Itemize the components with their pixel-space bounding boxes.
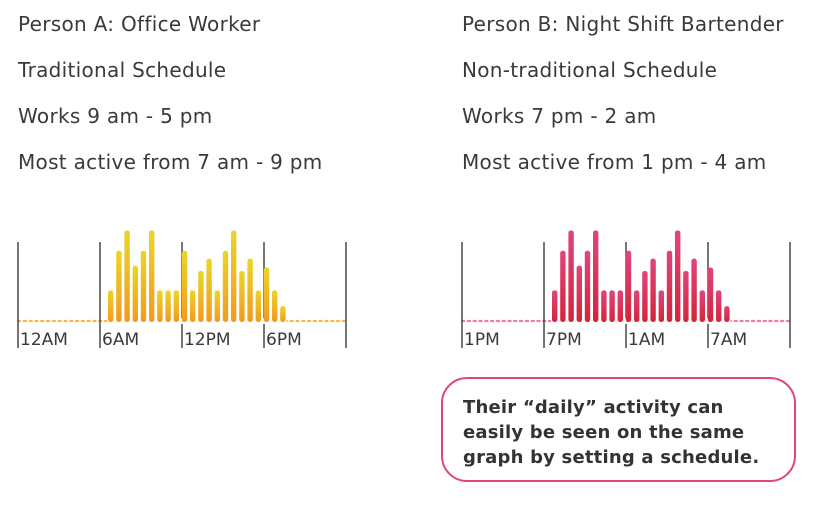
person-a-active-hours: Most active from 7 am - 9 pm [18, 150, 323, 174]
activity-bar [650, 258, 656, 322]
activity-bar [716, 290, 722, 322]
activity-bar [214, 290, 220, 322]
activity-bar [263, 267, 270, 322]
activity-bar [181, 250, 188, 322]
activity-bar [149, 230, 155, 322]
activity-bar [658, 290, 664, 322]
activity-bar [157, 290, 163, 322]
activity-bar [724, 306, 730, 322]
activity-bar [642, 270, 648, 322]
tick-label: 1PM [464, 330, 500, 350]
person-a-title: Person A: Office Worker [18, 12, 261, 36]
activity-bar [617, 290, 623, 322]
callout-line-2: easily be seen on the same [463, 422, 745, 443]
activity-bar [609, 290, 615, 322]
activity-bar [584, 250, 591, 322]
activity-bar [190, 290, 196, 322]
callout-line-3: graph by setting a schedule. [463, 447, 760, 468]
activity-bar [140, 250, 147, 322]
tick-label: 7AM [710, 330, 747, 350]
person-b-schedule: Non-traditional Schedule [462, 58, 718, 82]
activity-bar [560, 250, 566, 322]
callout-line-1: Their “daily” activity can [463, 397, 724, 418]
tick-label: 12PM [184, 330, 231, 350]
activity-bar [247, 258, 253, 322]
tick-label: 7PM [546, 330, 582, 350]
activity-bar [206, 258, 212, 322]
activity-bar [108, 290, 114, 322]
activity-bar [198, 270, 204, 322]
activity-bar [707, 267, 714, 322]
person-b-activity-chart: 1PM 7PM 1AM 7AM [460, 230, 792, 350]
activity-bar [666, 250, 673, 322]
activity-bar [699, 290, 705, 322]
activity-bar [231, 230, 237, 322]
activity-bar [625, 250, 632, 322]
person-b-work-hours: Works 7 pm - 2 am [462, 104, 657, 128]
activity-bar [634, 290, 640, 322]
activity-bar [173, 290, 179, 322]
tick-label: 1AM [628, 330, 665, 350]
activity-bar [691, 258, 697, 322]
schedule-callout: Their “daily” activity can easily be see… [441, 377, 796, 482]
activity-bar [568, 230, 574, 322]
activity-bar [683, 270, 689, 322]
person-a-activity-chart: 12AM 6AM 12PM 6PM [16, 230, 348, 350]
person-a-schedule: Traditional Schedule [18, 58, 227, 82]
activity-bar [239, 270, 245, 322]
activity-bar [593, 230, 599, 322]
activity-bar [576, 265, 582, 322]
activity-bar [601, 290, 607, 322]
person-a-work-hours: Works 9 am - 5 pm [18, 104, 213, 128]
activity-bar [280, 306, 286, 322]
activity-bar [165, 290, 171, 322]
activity-bar [272, 290, 278, 322]
activity-bar [116, 250, 122, 322]
tick-label: 6AM [102, 330, 139, 350]
activity-bar [255, 290, 261, 322]
tick-label: 12AM [20, 330, 68, 350]
activity-bar [124, 230, 130, 322]
person-b-active-hours: Most active from 1 pm - 4 am [462, 150, 767, 174]
activity-bar [222, 250, 229, 322]
activity-bar [675, 230, 681, 322]
activity-bar [132, 265, 138, 322]
person-b-title: Person B: Night Shift Bartender [462, 12, 784, 36]
activity-bar [552, 290, 558, 322]
tick-label: 6PM [266, 330, 302, 350]
